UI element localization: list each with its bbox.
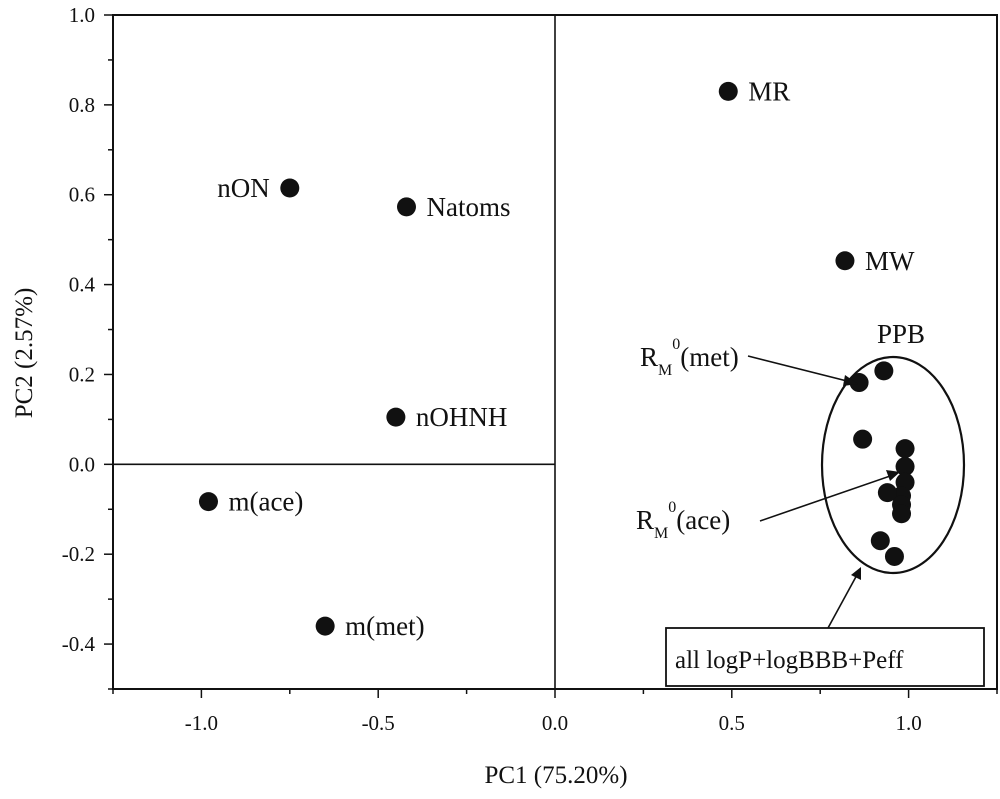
point-labels-layer: MR nON Natoms MW nOHNH m(ace) m(met) [217, 76, 915, 641]
y-tick-label: 1.0 [69, 3, 95, 27]
y-axis-title: PC2 (2.57%) [11, 288, 38, 419]
group-box [665, 627, 985, 687]
data-point [853, 429, 873, 449]
x-tick-label: -1.0 [185, 711, 218, 735]
data-point [718, 81, 738, 101]
point-label: MW [865, 246, 915, 276]
x-axis-title: PC1 (75.20%) [484, 762, 627, 789]
point-label: nON [217, 173, 270, 203]
data-point [895, 439, 915, 459]
data-point [874, 361, 894, 381]
label-rm-met: RM0(met) [640, 336, 739, 379]
y-tick-label: 0.0 [69, 452, 95, 476]
data-point [198, 492, 218, 512]
data-point [315, 616, 335, 636]
ticks-layer: -1.0 -0.5 0.0 0.5 1.0 -0.4 -0.2 0.0 0.2 0.4 0.6 0.8… [62, 3, 998, 735]
data-point [884, 546, 904, 566]
arrowhead-rm-met [843, 375, 858, 386]
y-tick-label: 0.8 [69, 93, 95, 117]
data-point [396, 197, 416, 217]
data-point [877, 483, 897, 503]
point-label: m(ace) [228, 487, 303, 517]
data-point [849, 373, 869, 393]
point-label: MR [748, 76, 790, 106]
label-rm-ace: RM0(ace) [636, 499, 730, 542]
data-point [895, 457, 915, 477]
y-tick-label: -0.4 [62, 632, 96, 656]
arrowhead-group [851, 567, 861, 580]
group-ellipse [820, 355, 966, 575]
y-tick-label: 0.2 [69, 362, 95, 386]
x-tick-label: 0.5 [719, 711, 745, 735]
y-tick-label: 0.6 [69, 183, 95, 207]
arrow-rm-ace [759, 474, 894, 522]
data-point [280, 178, 300, 198]
point-label: m(met) [345, 611, 424, 641]
point-label: Natoms [426, 192, 510, 222]
reference-lines [113, 15, 556, 689]
label-ppb: PPB [877, 319, 925, 349]
arrow-rm-met [747, 355, 852, 383]
arrow-group [827, 572, 859, 629]
x-tick-label: 0.0 [542, 711, 568, 735]
data-point [835, 251, 855, 271]
data-point [386, 407, 406, 427]
annotations-layer: PPB RM0(met) RM0(ace) all logP+logBBB+Pe… [636, 319, 985, 687]
y-tick-label: 0.4 [69, 273, 96, 297]
x-tick-label: -0.5 [362, 711, 395, 735]
group-box-label: all logP+logBBB+Peff [675, 647, 904, 674]
y-tick-label: -0.2 [62, 542, 95, 566]
arrowhead-rm-ace [886, 470, 900, 481]
data-point [870, 531, 890, 551]
data-point [892, 504, 912, 524]
points-layer [198, 81, 915, 636]
x-tick-label: 1.0 [895, 711, 921, 735]
point-label: nOHNH [416, 402, 508, 432]
